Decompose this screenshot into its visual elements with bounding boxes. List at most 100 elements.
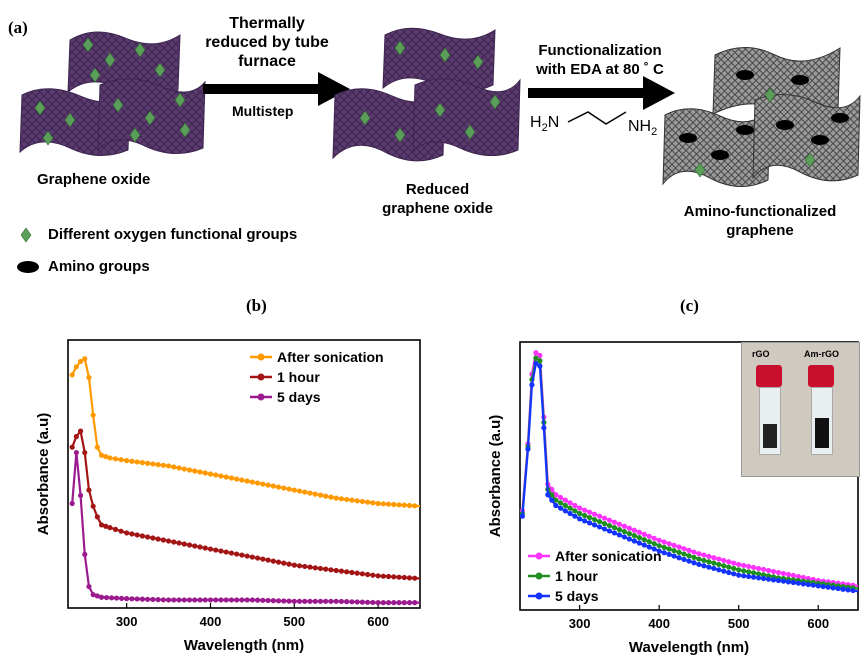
- series-0-point: [365, 500, 370, 505]
- series-1-point: [318, 566, 323, 571]
- series-0-point: [313, 492, 318, 497]
- series-1-point: [218, 548, 223, 553]
- eda-formula-right: NH2: [628, 118, 657, 138]
- series-1-point: [667, 546, 672, 551]
- series-0-point: [711, 555, 716, 560]
- series-0-point: [637, 530, 642, 535]
- arrow-reduction-icon: [203, 72, 350, 106]
- series-1-point: [323, 567, 328, 572]
- series-1-point: [276, 560, 281, 565]
- series-1-point: [260, 556, 265, 561]
- series-2-point: [323, 599, 328, 604]
- series-2-point: [114, 595, 119, 600]
- series-2-point: [637, 540, 642, 545]
- series-0-point: [731, 561, 736, 566]
- series-0-point: [286, 486, 291, 491]
- series-2-point: [801, 581, 806, 586]
- series-0-point: [334, 496, 339, 501]
- series-2-point: [99, 595, 104, 600]
- series-line-2: [72, 453, 420, 603]
- series-1-point: [711, 561, 716, 566]
- series-0-point: [701, 552, 706, 557]
- series-0-point: [229, 475, 234, 480]
- legend-marker-1: [258, 374, 265, 381]
- series-1-point: [637, 535, 642, 540]
- series-1-point: [731, 566, 736, 571]
- series-2-point: [811, 583, 816, 588]
- series-0-point: [281, 485, 286, 490]
- series-1-point: [572, 508, 577, 513]
- series-0-point: [607, 518, 612, 523]
- x-tick-label-300: 300: [569, 616, 591, 631]
- series-2-point: [558, 506, 563, 511]
- series-2-point: [375, 600, 380, 605]
- x-axis-label: Wavelength (nm): [184, 637, 304, 654]
- series-2-point: [281, 598, 286, 603]
- series-1-point: [676, 550, 681, 555]
- series-0-point: [667, 541, 672, 546]
- series-2-point: [74, 450, 79, 455]
- vial-cap-amrgo: [808, 365, 834, 387]
- step2-text: Functionalization with EDA at 80 ˚ C: [515, 41, 685, 79]
- series-1-point: [587, 515, 592, 520]
- amino-group-icon: [17, 261, 39, 273]
- series-1-point: [671, 548, 676, 553]
- series-0-point: [412, 503, 417, 508]
- series-1-point: [176, 540, 181, 545]
- series-1-point: [360, 571, 365, 576]
- series-2-point: [776, 578, 781, 583]
- series-2-point: [711, 566, 716, 571]
- series-0-point: [721, 558, 726, 563]
- series-1-point: [662, 545, 667, 550]
- series-1-point: [145, 534, 150, 539]
- series-1-point: [239, 552, 244, 557]
- series-0-point: [706, 554, 711, 559]
- series-1-point: [407, 575, 412, 580]
- series-0-point: [771, 569, 776, 574]
- series-2-point: [208, 597, 213, 602]
- series-0-point: [323, 494, 328, 499]
- series-0-point: [129, 459, 134, 464]
- vial-rgo: [759, 387, 781, 455]
- series-1-point: [706, 559, 711, 564]
- legend-marker-0: [536, 553, 543, 560]
- series-2-point: [297, 599, 302, 604]
- series-1-point: [349, 570, 354, 575]
- series-2-point: [545, 492, 550, 497]
- series-1-point: [370, 573, 375, 578]
- series-1-point: [391, 574, 396, 579]
- series-2-point: [568, 511, 573, 516]
- series-0-point: [107, 455, 112, 460]
- series-0-point: [224, 474, 229, 479]
- series-1-point: [577, 511, 582, 516]
- series-0-point: [642, 532, 647, 537]
- series-0-point: [736, 562, 741, 567]
- series-0-point: [187, 467, 192, 472]
- x-tick-label-600: 600: [367, 614, 389, 629]
- series-0-point: [318, 493, 323, 498]
- legend-label-2: 5 days: [555, 588, 599, 604]
- series-1-point: [647, 539, 652, 544]
- series-0-point: [118, 457, 123, 462]
- series-0-point: [587, 510, 592, 515]
- series-2-point: [192, 597, 197, 602]
- series-1-point: [726, 565, 731, 570]
- series-1-point: [286, 562, 291, 567]
- legend-label-0: After sonication: [555, 548, 662, 564]
- series-2-point: [276, 598, 281, 603]
- series-1-point: [70, 445, 75, 450]
- series-1-point: [622, 529, 627, 534]
- series-1-point: [307, 565, 312, 570]
- series-0-point: [563, 498, 568, 503]
- series-2-point: [791, 580, 796, 585]
- graphene-oxide-sheets: [20, 32, 205, 156]
- series-0-point: [70, 372, 75, 377]
- series-2-point: [224, 597, 229, 602]
- series-1-point: [229, 550, 234, 555]
- series-0-point: [344, 497, 349, 502]
- series-1-point: [632, 533, 637, 538]
- series-2-point: [307, 599, 312, 604]
- series-0-point: [182, 466, 187, 471]
- series-2-point: [391, 600, 396, 605]
- series-1-point: [140, 533, 145, 538]
